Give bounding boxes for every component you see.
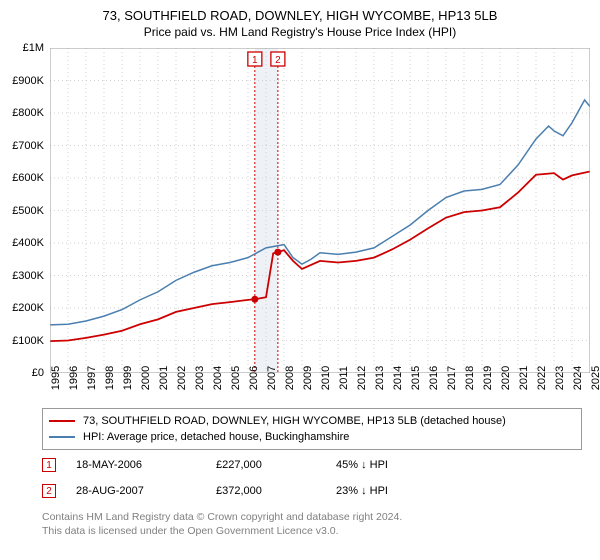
x-tick-label: 2019 (482, 366, 494, 390)
x-tick-label: 2007 (266, 366, 278, 390)
x-tick-label: 2016 (428, 366, 440, 390)
transaction-delta: 23% ↓ HPI (336, 485, 456, 497)
y-tick-label: £700K (12, 140, 44, 152)
y-tick-label: £600K (12, 172, 44, 184)
x-tick-label: 2010 (320, 366, 332, 390)
legend-swatch (49, 436, 75, 438)
y-tick-label: £900K (12, 75, 44, 87)
transaction-date: 18-MAY-2006 (76, 459, 216, 471)
x-tick-label: 2008 (284, 366, 296, 390)
transaction-price: £227,000 (216, 459, 336, 471)
x-tick-label: 2005 (230, 366, 242, 390)
x-tick-label: 2025 (590, 366, 600, 390)
legend-row: HPI: Average price, detached house, Buck… (49, 429, 575, 445)
footer-line: Contains HM Land Registry data © Crown c… (42, 510, 402, 524)
x-tick-label: 2002 (176, 366, 188, 390)
x-tick-label: 2018 (464, 366, 476, 390)
x-tick-label: 2022 (536, 366, 548, 390)
y-tick-label: £1M (23, 42, 44, 54)
x-tick-label: 2013 (374, 366, 386, 390)
transaction-delta: 45% ↓ HPI (336, 459, 456, 471)
x-tick-label: 2009 (302, 366, 314, 390)
x-tick-label: 1999 (122, 366, 134, 390)
x-tick-label: 2024 (572, 366, 584, 390)
transaction-marker: 1 (42, 458, 56, 472)
legend-text: HPI: Average price, detached house, Buck… (83, 431, 349, 443)
chart-container: 73, SOUTHFIELD ROAD, DOWNLEY, HIGH WYCOM… (0, 0, 600, 560)
y-tick-label: £300K (12, 270, 44, 282)
x-tick-label: 2014 (392, 366, 404, 390)
transaction-row: 1 18-MAY-2006 £227,000 45% ↓ HPI (42, 452, 582, 478)
title-block: 73, SOUTHFIELD ROAD, DOWNLEY, HIGH WYCOM… (0, 0, 600, 39)
legend-swatch (49, 420, 75, 422)
x-tick-label: 2023 (554, 366, 566, 390)
footer: Contains HM Land Registry data © Crown c… (42, 510, 402, 538)
line-chart: 12 (50, 48, 590, 373)
chart-area: 12 £0£100K£200K£300K£400K£500K£600K£700K… (50, 48, 590, 373)
x-tick-label: 2020 (500, 366, 512, 390)
y-tick-label: £800K (12, 107, 44, 119)
x-tick-label: 2006 (248, 366, 260, 390)
x-tick-label: 1997 (86, 366, 98, 390)
transaction-price: £372,000 (216, 485, 336, 497)
y-tick-label: £100K (12, 335, 44, 347)
transaction-marker: 2 (42, 484, 56, 498)
svg-text:2: 2 (275, 55, 281, 66)
y-tick-label: £500K (12, 205, 44, 217)
x-tick-label: 1996 (68, 366, 80, 390)
x-tick-label: 2015 (410, 366, 422, 390)
transaction-date: 28-AUG-2007 (76, 485, 216, 497)
x-tick-label: 2017 (446, 366, 458, 390)
title-sub: Price paid vs. HM Land Registry's House … (0, 25, 600, 39)
x-tick-label: 2011 (338, 366, 350, 390)
y-tick-label: £200K (12, 302, 44, 314)
x-tick-label: 2001 (158, 366, 170, 390)
y-tick-label: £400K (12, 237, 44, 249)
x-tick-label: 1995 (50, 366, 62, 390)
x-tick-label: 2012 (356, 366, 368, 390)
transaction-list: 1 18-MAY-2006 £227,000 45% ↓ HPI 2 28-AU… (42, 452, 582, 504)
x-tick-label: 2000 (140, 366, 152, 390)
y-tick-label: £0 (32, 367, 44, 379)
x-tick-label: 2004 (212, 366, 224, 390)
legend: 73, SOUTHFIELD ROAD, DOWNLEY, HIGH WYCOM… (42, 408, 582, 450)
x-tick-label: 2021 (518, 366, 530, 390)
x-tick-label: 1998 (104, 366, 116, 390)
title-main: 73, SOUTHFIELD ROAD, DOWNLEY, HIGH WYCOM… (0, 8, 600, 23)
transaction-row: 2 28-AUG-2007 £372,000 23% ↓ HPI (42, 478, 582, 504)
legend-row: 73, SOUTHFIELD ROAD, DOWNLEY, HIGH WYCOM… (49, 413, 575, 429)
legend-text: 73, SOUTHFIELD ROAD, DOWNLEY, HIGH WYCOM… (83, 415, 506, 427)
x-tick-label: 2003 (194, 366, 206, 390)
footer-line: This data is licensed under the Open Gov… (42, 524, 402, 538)
svg-text:1: 1 (252, 55, 258, 66)
